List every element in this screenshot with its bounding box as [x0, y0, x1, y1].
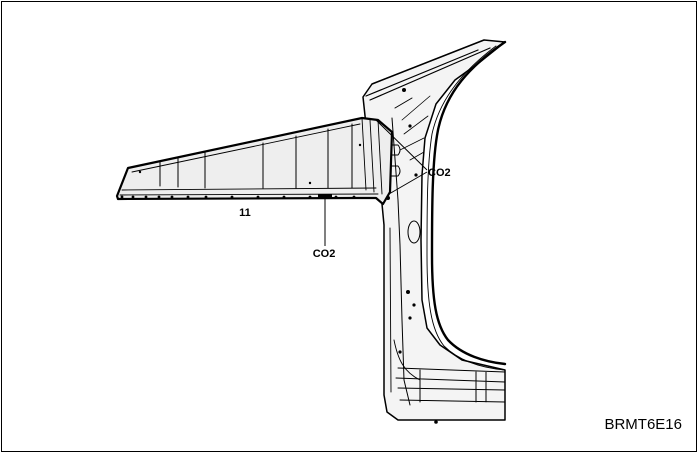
figure-code: BRMT6E16 [604, 416, 682, 433]
leader-co2-upper-b [388, 171, 428, 195]
spot-weld-dots [120, 143, 390, 200]
co2-label-lower: CO2 [313, 248, 336, 260]
sill-box [395, 367, 506, 403]
leader-lines [324, 119, 428, 246]
part-number-label: 11 [239, 207, 251, 219]
pillar-wall-edge-2 [383, 224, 392, 396]
pillar-holes [398, 88, 438, 424]
side-member [115, 116, 394, 206]
pillar-wall-edge [391, 97, 413, 406]
door-opening-flange [426, 45, 506, 371]
co2-weld-segment [318, 194, 332, 199]
side-member-bottom-flange [119, 187, 379, 196]
sill-curve [393, 339, 421, 381]
side-member-top-flange [131, 123, 361, 173]
leader-co2-upper-a [375, 119, 428, 171]
pillar-assembly [362, 39, 507, 424]
pillar-stiffener [399, 95, 431, 161]
pillar-oval-hole [407, 220, 421, 244]
side-member-end-cap [361, 117, 383, 195]
side-member-ribs [159, 123, 353, 189]
co2-label-upper: CO2 [428, 167, 451, 179]
side-member-outline [115, 116, 394, 206]
door-opening-inner-edge [430, 40, 507, 366]
pillar-top-cap [365, 39, 491, 101]
